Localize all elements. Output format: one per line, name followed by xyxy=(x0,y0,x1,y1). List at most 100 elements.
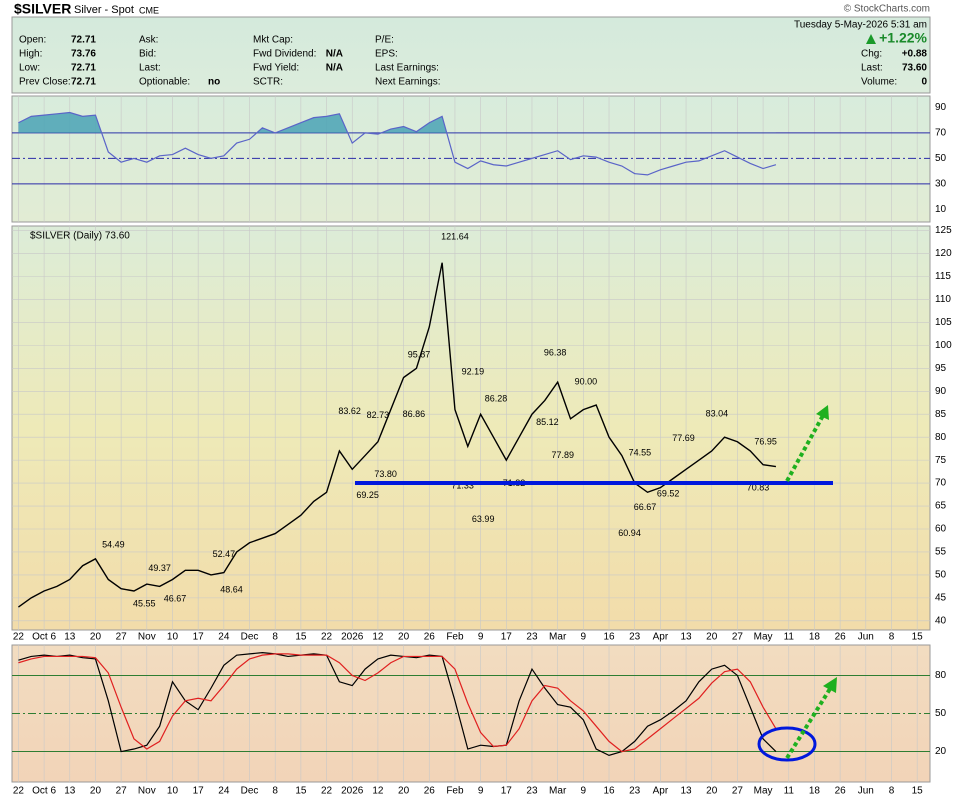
field-label: Fwd Yield: xyxy=(253,63,299,74)
y-tick-label: 70 xyxy=(935,478,947,489)
field-value: 0 xyxy=(921,77,927,88)
price-label: 77.89 xyxy=(552,450,575,460)
series-line xyxy=(18,111,777,176)
x-tick-label: Jun xyxy=(858,786,874,797)
field-label: Mkt Cap: xyxy=(253,35,293,46)
field-label: Volume: xyxy=(861,77,897,88)
x-tick-label: 8 xyxy=(272,632,278,643)
price-label: 96.38 xyxy=(544,347,567,357)
y-tick-label: 110 xyxy=(935,294,951,305)
price-label: 46.67 xyxy=(164,594,187,604)
x-tick-label: Dec xyxy=(241,632,259,643)
y-tick-label: 75 xyxy=(935,455,947,466)
x-tick-label: 9 xyxy=(581,786,587,797)
x-tick-label: Nov xyxy=(138,786,156,797)
x-tick-label: 13 xyxy=(680,786,692,797)
x-tick-label: 17 xyxy=(193,786,205,797)
x-tick-label: 20 xyxy=(90,632,102,643)
x-tick-label: Feb xyxy=(446,786,464,797)
field-value: N/A xyxy=(326,63,343,74)
x-tick-label: 26 xyxy=(424,786,436,797)
y-tick-label: 70 xyxy=(935,128,947,139)
x-tick-label: 9 xyxy=(478,786,484,797)
x-tick-label: 22 xyxy=(321,786,333,797)
field-label: Prev Close: xyxy=(19,77,71,88)
x-tick-label: Nov xyxy=(138,632,156,643)
y-tick-label: 60 xyxy=(935,524,947,535)
arrow-head xyxy=(823,677,837,693)
x-tick-label: Mar xyxy=(549,786,567,797)
x-tick-label: 20 xyxy=(398,632,410,643)
y-tick-label: 50 xyxy=(935,153,947,164)
x-tick-label: 15 xyxy=(295,632,307,643)
x-tick-label: 24 xyxy=(218,632,230,643)
y-tick-label: 90 xyxy=(935,102,947,113)
x-tick-label: 9 xyxy=(581,632,587,643)
x-tick-label: 8 xyxy=(272,786,278,797)
field-value: 72.71 xyxy=(71,63,96,74)
y-tick-label: 45 xyxy=(935,593,947,604)
field-value: 73.60 xyxy=(902,63,927,74)
field-label: Fwd Dividend: xyxy=(253,49,316,60)
price-label: 48.64 xyxy=(220,585,243,595)
x-tick-label: Mar xyxy=(549,632,567,643)
field-label: High: xyxy=(19,49,42,60)
field-label: SCTR: xyxy=(253,77,283,88)
series-line xyxy=(18,262,777,608)
field-value: N/A xyxy=(326,49,343,60)
series-line xyxy=(18,652,777,757)
x-tick-label: 23 xyxy=(629,786,641,797)
x-tick-label: 12 xyxy=(372,632,384,643)
x-tick-label: 16 xyxy=(603,786,615,797)
x-tick-label: 26 xyxy=(424,632,436,643)
overbought-area xyxy=(18,112,776,133)
y-tick-label: 10 xyxy=(935,204,947,215)
y-tick-label: 80 xyxy=(935,670,947,681)
arrow-head xyxy=(816,405,829,420)
change-percent: +1.22% xyxy=(879,30,927,46)
x-tick-label: 22 xyxy=(13,786,25,797)
field-label: Ask: xyxy=(139,35,158,46)
price-label: 45.55 xyxy=(133,599,156,609)
price-label: 83.62 xyxy=(338,406,361,416)
x-tick-label: 23 xyxy=(526,632,538,643)
x-tick-label: Oct 6 xyxy=(32,786,56,797)
field-value: +0.88 xyxy=(902,49,928,60)
date: Tuesday 5-May-2026 5:31 am xyxy=(794,20,927,31)
x-tick-label: Jun xyxy=(858,632,874,643)
field-label: Low: xyxy=(19,63,40,74)
x-tick-label: 12 xyxy=(372,786,384,797)
field-label: Chg: xyxy=(861,49,882,60)
x-tick-label: 9 xyxy=(478,632,484,643)
price-label: 95.87 xyxy=(408,350,431,360)
y-tick-label: 95 xyxy=(935,363,947,374)
arrow-stoch xyxy=(785,682,835,760)
field-label: Open: xyxy=(19,35,46,46)
price-label: 71.33 xyxy=(451,480,474,490)
y-tick-label: 55 xyxy=(935,547,947,558)
field-value: 72.71 xyxy=(71,77,96,88)
y-tick-label: 50 xyxy=(935,708,947,719)
y-tick-label: 20 xyxy=(935,746,947,757)
price-panel xyxy=(11,225,931,631)
x-tick-label: 2026 xyxy=(341,786,364,797)
field-value: 72.71 xyxy=(71,35,96,46)
price-label: 69.25 xyxy=(356,490,379,500)
y-tick-label: 125 xyxy=(935,225,952,236)
x-tick-label: 20 xyxy=(706,632,718,643)
x-tick-label: Apr xyxy=(653,632,669,643)
x-tick-label: 26 xyxy=(835,786,847,797)
y-tick-label: 85 xyxy=(935,409,947,420)
y-tick-label: 100 xyxy=(935,340,952,351)
y-tick-label: 90 xyxy=(935,386,947,397)
x-tick-label: 18 xyxy=(809,632,821,643)
price-label: 63.99 xyxy=(472,514,495,524)
price-label: 49.37 xyxy=(148,563,171,573)
x-tick-label: 16 xyxy=(603,632,615,643)
price-label: 77.69 xyxy=(672,433,695,443)
price-label: 54.49 xyxy=(102,540,125,550)
x-tick-label: 17 xyxy=(501,632,513,643)
x-tick-label: 22 xyxy=(13,632,25,643)
field-value: no xyxy=(208,77,220,88)
